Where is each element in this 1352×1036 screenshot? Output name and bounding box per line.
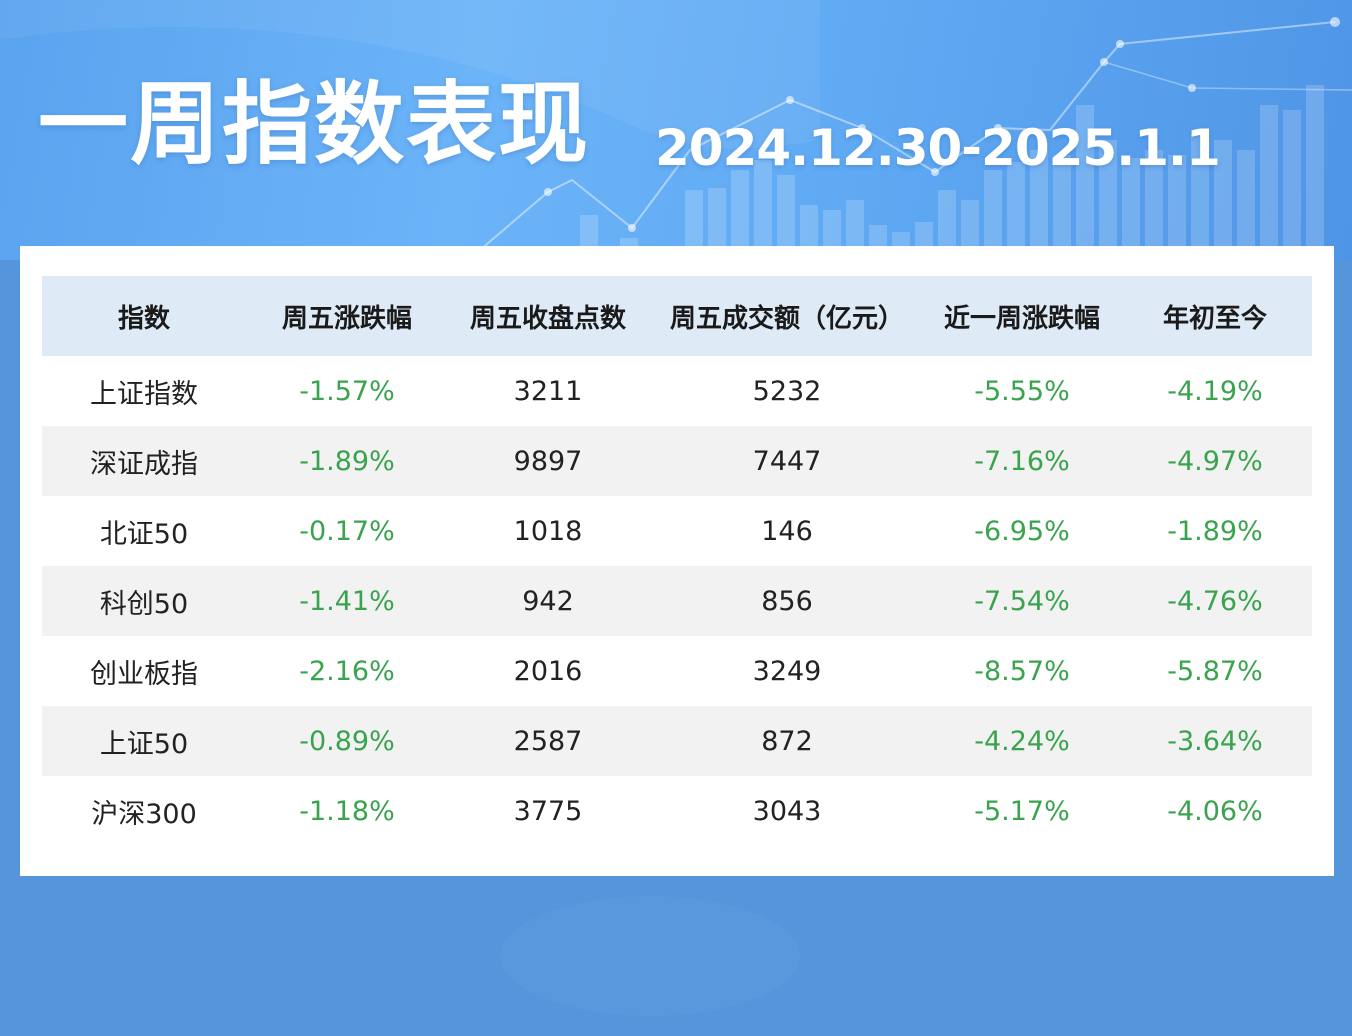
header-banner: 一周指数表现 2024.12.30-2025.1.1 [0,0,1352,260]
table-header-row: 指数 周五涨跌幅 周五收盘点数 周五成交额（亿元） 近一周涨跌幅 年初至今 [42,276,1312,356]
cell-friday-change: -1.89% [299,445,395,477]
cell-index-name: 沪深300 [91,798,197,830]
cell-weekly-change: -8.57% [974,655,1070,687]
cell-weekly-change: -7.16% [974,445,1070,477]
cell-weekly-change: -5.55% [974,375,1070,407]
cell-weekly-change: -4.24% [974,725,1070,757]
cell-ytd: -4.97% [1167,445,1263,477]
cell-friday-change: -0.89% [299,725,395,757]
cell-ytd: -4.06% [1167,795,1263,827]
cell-friday-change: -1.41% [299,585,395,617]
cell-friday-turnover: 3249 [752,655,822,687]
table-row: 科创50 -1.41% 942 856 -7.54% -4.76% [42,566,1312,636]
cell-index-name: 科创50 [99,588,189,620]
cell-friday-turnover: 7447 [752,445,822,477]
cell-ytd: -4.19% [1167,375,1263,407]
table-row: 北证50 -0.17% 1018 146 -6.95% -1.89% [42,496,1312,566]
cell-weekly-change: -7.54% [974,585,1070,617]
cell-friday-close: 942 [522,585,574,617]
cell-friday-close: 9897 [513,445,583,477]
table-row: 上证指数 -1.57% 3211 5232 -5.55% -4.19% [42,356,1312,426]
cell-ytd: -5.87% [1167,655,1263,687]
cell-index-name: 上证50 [99,728,189,760]
cell-friday-close: 2587 [513,725,583,757]
cell-index-name: 上证指数 [90,378,198,410]
cell-weekly-change: -5.17% [974,795,1070,827]
cell-friday-close: 2016 [513,655,583,687]
table-row: 上证50 -0.89% 2587 872 -4.24% -3.64% [42,706,1312,776]
cell-ytd: -3.64% [1167,725,1263,757]
cell-friday-turnover: 856 [761,585,813,617]
decorative-footer-background [0,876,1352,1036]
page-title: 一周指数表现 [38,72,590,177]
date-range: 2024.12.30-2025.1.1 [655,119,1221,177]
index-performance-table: 指数 周五涨跌幅 周五收盘点数 周五成交额（亿元） 近一周涨跌幅 年初至今 上证… [42,276,1312,846]
cell-friday-close: 3211 [513,375,583,407]
cell-friday-turnover: 872 [761,725,813,757]
column-header-index: 指数 [117,303,170,334]
table-row: 沪深300 -1.18% 3775 3043 -5.17% -4.06% [42,776,1312,846]
cell-friday-change: -1.18% [299,795,395,827]
cell-index-name: 创业板指 [90,658,198,690]
table-row: 深证成指 -1.89% 9897 7447 -7.16% -4.97% [42,426,1312,496]
column-header-friday-close: 周五收盘点数 [469,303,626,334]
column-header-weekly-change: 近一周涨跌幅 [943,303,1100,334]
column-header-friday-turnover: 周五成交额（亿元） [669,303,904,334]
cell-friday-turnover: 5232 [752,375,822,407]
cell-index-name: 北证50 [99,518,189,550]
cell-friday-close: 3775 [513,795,583,827]
cell-index-name: 深证成指 [90,448,198,480]
decorative-chart-background [0,0,1352,260]
cell-friday-turnover: 146 [761,515,813,547]
cell-friday-close: 1018 [513,515,583,547]
column-header-ytd: 年初至今 [1162,303,1267,334]
cell-friday-change: -0.17% [299,515,395,547]
cell-weekly-change: -6.95% [974,515,1070,547]
cell-ytd: -4.76% [1167,585,1263,617]
index-table-card: 指数 周五涨跌幅 周五收盘点数 周五成交额（亿元） 近一周涨跌幅 年初至今 上证… [20,246,1334,876]
column-header-friday-change: 周五涨跌幅 [281,303,412,334]
table-row: 创业板指 -2.16% 2016 3249 -8.57% -5.87% [42,636,1312,706]
cell-friday-change: -1.57% [299,375,395,407]
cell-ytd: -1.89% [1167,515,1263,547]
cell-friday-change: -2.16% [299,655,395,687]
cell-friday-turnover: 3043 [752,795,822,827]
